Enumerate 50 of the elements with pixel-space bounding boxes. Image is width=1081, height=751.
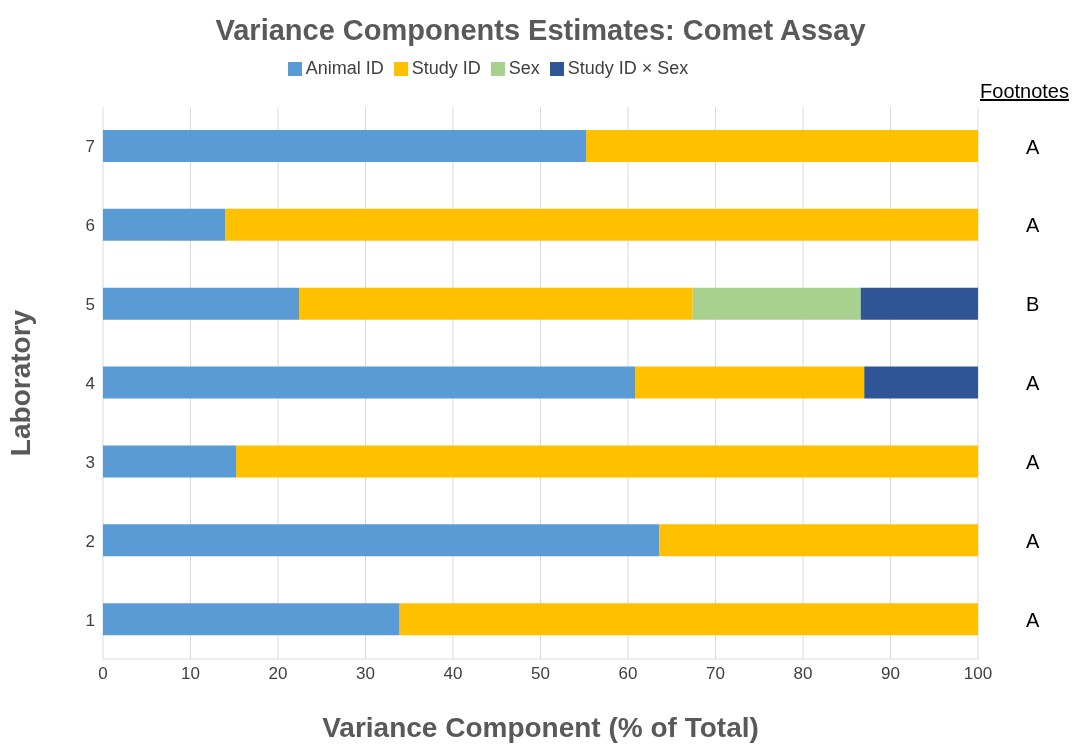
y-tick-label: 3 bbox=[85, 452, 95, 472]
bar bbox=[103, 287, 299, 320]
bar bbox=[586, 130, 978, 162]
bar bbox=[299, 287, 693, 320]
bar bbox=[103, 208, 226, 241]
x-tick-label: 40 bbox=[443, 664, 463, 684]
text: Footnotes bbox=[980, 80, 1069, 103]
y-tick-label: 5 bbox=[85, 295, 95, 315]
legend-label: Study ID bbox=[411, 58, 481, 78]
y-tick-label: 1 bbox=[85, 610, 95, 630]
text: A bbox=[1026, 608, 1040, 631]
legend-label: Study ID × Sex bbox=[567, 58, 689, 78]
bar bbox=[236, 445, 978, 478]
x-tick-label: 20 bbox=[268, 664, 288, 684]
y-tick-label: 4 bbox=[85, 374, 95, 394]
bar bbox=[103, 366, 635, 399]
text: A bbox=[1026, 372, 1040, 395]
bar bbox=[103, 524, 660, 557]
bar bbox=[103, 603, 400, 636]
x-tick-label: 70 bbox=[706, 664, 725, 684]
text: B bbox=[1026, 293, 1040, 316]
text: A bbox=[1026, 214, 1040, 237]
bar bbox=[860, 287, 978, 320]
text: A bbox=[1026, 135, 1040, 158]
x-tick-label: 50 bbox=[531, 664, 550, 684]
y-tick-label: 7 bbox=[85, 137, 95, 157]
chart-title: Variance Components Estimates: Comet Assay bbox=[214, 13, 867, 48]
x-tick-label: 80 bbox=[793, 664, 813, 684]
legend-label: Animal ID bbox=[305, 58, 384, 78]
x-tick-label: 0 bbox=[98, 664, 108, 684]
bar bbox=[103, 445, 236, 478]
y-axis-title: Laboratory bbox=[4, 309, 36, 457]
bar bbox=[399, 603, 978, 636]
text: A bbox=[1026, 529, 1040, 552]
bar bbox=[864, 366, 978, 399]
legend-label: Sex bbox=[508, 58, 540, 78]
x-axis-title: Variance Component (% of Total) bbox=[322, 712, 759, 743]
x-tick-label: 90 bbox=[881, 664, 900, 684]
x-tick-label: 60 bbox=[618, 664, 638, 684]
y-tick-label: 2 bbox=[85, 531, 95, 551]
bar bbox=[635, 366, 865, 399]
bar bbox=[659, 524, 978, 557]
bar bbox=[692, 287, 861, 320]
text: A bbox=[1026, 450, 1040, 473]
x-tick-label: 100 bbox=[963, 664, 993, 684]
x-tick-label: 30 bbox=[356, 664, 375, 684]
y-tick-label: 6 bbox=[85, 216, 95, 236]
bar bbox=[225, 208, 978, 241]
x-tick-label: 10 bbox=[181, 664, 200, 684]
bar bbox=[103, 130, 586, 162]
